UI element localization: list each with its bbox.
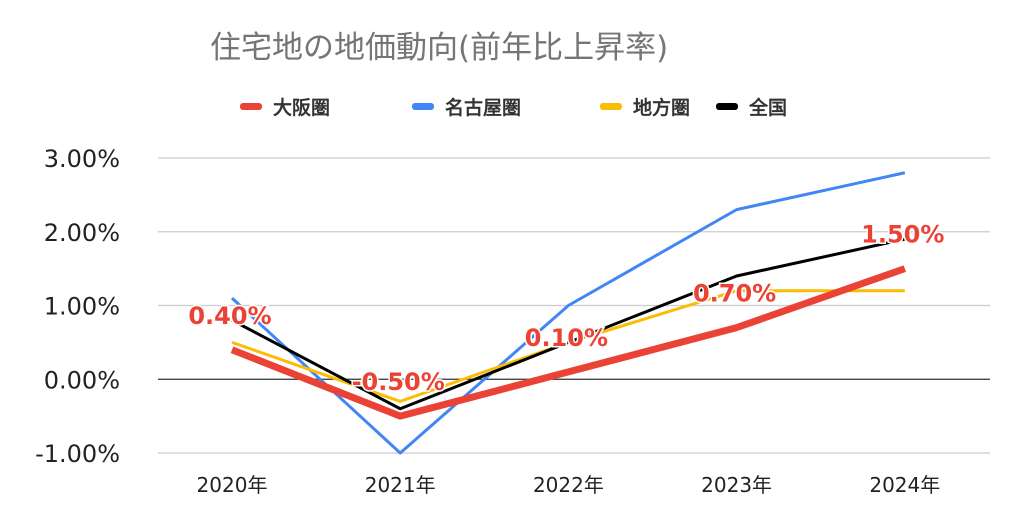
chart-title: 住宅地の地価動向(前年比上昇率) [210, 30, 668, 66]
y-tick-label: 3.00% [44, 145, 120, 173]
data-labels: 0.40% -0.50% 0.10% 0.70% 1.50% [187, 219, 946, 398]
data-label: 0.40% [188, 302, 271, 330]
legend-label: 大阪圏 [273, 96, 330, 119]
legend-swatch [412, 103, 434, 110]
legend-label: 名古屋圏 [445, 96, 521, 119]
series-line-名古屋圏 [230, 171, 906, 455]
legend-swatch [600, 103, 622, 110]
data-label: 0.70% [693, 280, 776, 308]
data-label: 1.50% [861, 221, 944, 249]
x-tick-label: 2020年 [197, 473, 268, 497]
data-label: -0.50% [352, 368, 445, 396]
x-tick-label: 2023年 [701, 473, 772, 497]
legend: 大阪圏 名古屋圏 地方圏 全国 [240, 96, 787, 119]
y-tick-label: -1.00% [35, 440, 120, 468]
y-tick-label: 2.00% [44, 219, 120, 247]
legend-label: 全国 [748, 96, 787, 119]
data-label: 0.10% [525, 324, 608, 352]
legend-swatch [240, 103, 262, 110]
x-tick-label: 2022年 [533, 473, 604, 497]
y-tick-label: 1.00% [44, 293, 120, 321]
y-tick-label: 0.00% [44, 366, 120, 394]
x-tick-label: 2021年 [365, 473, 436, 497]
x-tick-label: 2024年 [869, 473, 940, 497]
legend-label: 地方圏 [633, 96, 690, 119]
legend-swatch [716, 103, 738, 110]
grid: -1.00% 0.00% 1.00% 2.00% 3.00% [35, 145, 990, 468]
series-lines [230, 171, 906, 455]
x-axis: 2020年 2021年 2022年 2023年 2024年 [197, 473, 941, 497]
